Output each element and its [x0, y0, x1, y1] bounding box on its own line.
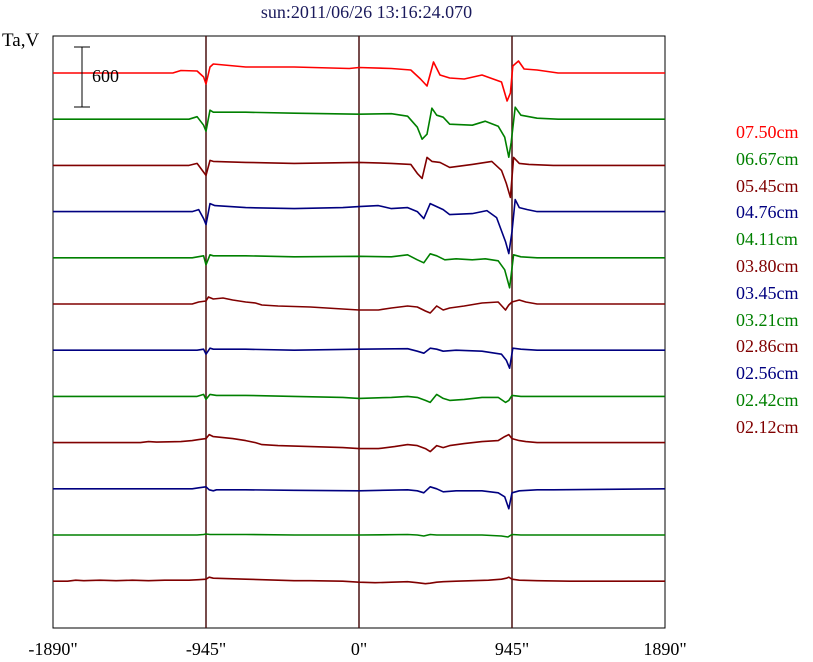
- series-line-03.80cm: [53, 296, 665, 314]
- legend-item: 06.67cm: [736, 148, 799, 169]
- x-axis-ticks: -1890" -945" 0" 945" 1890": [28, 639, 686, 659]
- x-tick-label: 945": [495, 639, 529, 659]
- series-traces: [53, 60, 666, 585]
- series-line-06.67cm: [53, 106, 665, 158]
- scale-bar: 600: [74, 46, 119, 108]
- y-axis-label: Ta,V: [2, 30, 40, 51]
- legend-item: 02.56cm: [736, 363, 799, 384]
- legend: 07.50cm 06.67cm 05.45cm 04.76cm 04.11cm 03.80…: [736, 119, 799, 441]
- series-line-04.76cm: [53, 198, 665, 255]
- series-line-02.12cm: [53, 576, 665, 585]
- x-tick-label: -945": [186, 639, 226, 659]
- series-line-02.42cm: [53, 533, 665, 538]
- series-line-02.56cm: [53, 485, 666, 510]
- legend-item: 02.86cm: [736, 336, 799, 357]
- legend-item: 02.42cm: [736, 389, 799, 410]
- legend-item: 02.12cm: [736, 416, 799, 437]
- series-line-02.86cm: [53, 433, 665, 453]
- series-line-03.21cm: [53, 393, 665, 404]
- x-tick-label: -1890": [28, 639, 77, 659]
- legend-item: 05.45cm: [736, 175, 799, 196]
- scale-bar-label: 600: [92, 66, 119, 86]
- legend-item: 03.45cm: [736, 282, 799, 303]
- series-line-07.50cm: [53, 60, 665, 102]
- series-line-04.11cm: [53, 253, 665, 289]
- x-tick-label: 1890": [643, 639, 686, 659]
- legend-item: 03.21cm: [736, 309, 799, 330]
- x-tick-label: 0": [351, 639, 367, 659]
- series-line-05.45cm: [53, 156, 665, 199]
- legend-item: 03.80cm: [736, 255, 799, 276]
- legend-item: 04.11cm: [736, 229, 798, 250]
- chart-title: sun:2011/06/26 13:16:24.070: [260, 2, 473, 22]
- legend-item: 04.76cm: [736, 202, 799, 223]
- legend-item: 07.50cm: [736, 122, 799, 142]
- series-line-03.45cm: [53, 347, 665, 370]
